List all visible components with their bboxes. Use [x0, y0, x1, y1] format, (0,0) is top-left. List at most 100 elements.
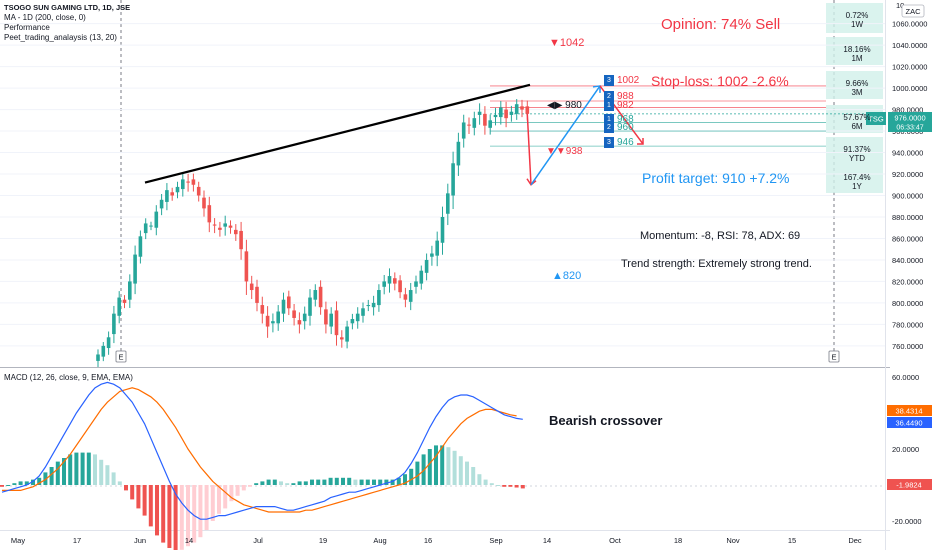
time-tick-label: Jun [134, 536, 146, 545]
candle-body [355, 313, 360, 322]
price-axis: 1060.0000 1040.0000 1020.0000 1000.0000 980.… [892, 20, 927, 351]
symbol-title[interactable]: TSOGO SUN GAMING LTD, 1D, JSE [4, 3, 131, 12]
level-box: 2 988 [604, 91, 634, 102]
price-tick-label: 980.0000 [892, 106, 923, 115]
level-box-label: 988 [617, 91, 634, 102]
candle-body [218, 227, 222, 230]
histogram-bar [272, 479, 277, 485]
current-price-tag: TSG 976.0000 06:33:47 [866, 112, 932, 132]
histogram-bar [365, 479, 370, 485]
histogram-bar [483, 479, 488, 485]
candle-body [472, 118, 477, 128]
candle-body [408, 290, 413, 302]
earnings-marker[interactable]: E [828, 350, 840, 363]
histogram-bar [155, 485, 159, 536]
performance-panel [826, 3, 883, 193]
earnings-marker[interactable]: E [115, 350, 127, 363]
histogram-bar [55, 461, 60, 485]
histogram-bar [124, 485, 128, 491]
histogram-bar [86, 452, 91, 485]
candle-body [302, 313, 307, 322]
performance-legend[interactable]: Performance [4, 23, 50, 32]
histogram-bar [62, 458, 66, 485]
histogram-bar [477, 474, 482, 485]
price-tick-label: 800.0000 [892, 299, 923, 308]
histogram-bar [130, 485, 135, 500]
time-tick-label: 19 [319, 536, 327, 545]
histogram-bar [396, 477, 401, 485]
histogram-bar [390, 479, 395, 485]
histogram-bar [347, 477, 352, 485]
histogram-bar [359, 479, 364, 485]
performance-period: 3M [851, 88, 863, 97]
histogram-bar [452, 450, 457, 485]
histogram-bar [148, 485, 153, 527]
candle-body [234, 229, 238, 235]
performance-pct: 9.66% [845, 79, 869, 88]
time-tick-label: Jul [253, 536, 263, 545]
histogram-bar [80, 452, 85, 485]
candle-body [504, 109, 508, 119]
macd-value: 36.4490 [895, 419, 922, 428]
time-tick-label: Nov [726, 536, 740, 545]
currency-badge[interactable]: ZAC [901, 4, 925, 18]
macd-legend[interactable]: MACD (12, 26, close, 9, EMA, EMA) [4, 373, 133, 382]
histogram-bar [142, 485, 147, 516]
histogram-bar [105, 465, 110, 485]
candle-body [382, 281, 386, 287]
candle-body [287, 296, 291, 309]
currency-label: ZAC [906, 7, 922, 16]
histogram-bar [68, 454, 73, 485]
histogram-bar [334, 477, 339, 485]
ma-legend[interactable]: MA - 1D (200, close, 0) [4, 13, 86, 22]
price-tick-label: 900.0000 [892, 192, 923, 201]
candle-body [292, 310, 296, 318]
candle-body [366, 305, 371, 307]
candle-body [271, 321, 275, 324]
histogram-bar [372, 479, 376, 485]
time-tick-label: May [11, 536, 25, 545]
price-tick-label: 760.0000 [892, 342, 923, 351]
histogram-bar [173, 485, 178, 550]
candle-body [249, 283, 254, 291]
macd-line [1, 381, 523, 520]
performance-cell: 91.37% YTD [832, 145, 882, 163]
level-box-label: 1002 [617, 75, 640, 86]
signal-value: 38.4314 [895, 407, 922, 416]
candle-body [170, 192, 174, 196]
time-axis: May 17 Jun 14 Jul 19 Aug 16 Sep 14 Oct 18 Nov 15 Dec [11, 536, 862, 545]
candle-body [228, 225, 233, 228]
macd-tick-label: 20.0000 [892, 445, 919, 454]
candle-body [387, 276, 392, 284]
candle-body [265, 315, 270, 327]
histogram-bar [403, 474, 407, 485]
current-price-value: 976.0000 [894, 114, 925, 123]
performance-period: 1W [851, 20, 863, 29]
candle-body [138, 236, 143, 257]
histogram-bar [496, 485, 500, 486]
performance-cell: 9.66% 3M [832, 79, 882, 97]
histogram-bar [514, 485, 519, 488]
sell-marker: ▼▼938 [546, 146, 583, 157]
candle-body [133, 254, 137, 284]
stop-loss-label: Stop-loss: 1002 -2.6% [651, 73, 789, 89]
price-tick-label: 940.0000 [892, 149, 923, 158]
histogram-bar [434, 445, 438, 485]
price-tick-label: 1060.0000 [892, 20, 927, 29]
level-box-number: 1 [604, 100, 614, 111]
time-tick-label: Sep [489, 536, 502, 545]
candle-body [430, 253, 434, 257]
projection-up-arrowhead [592, 85, 601, 93]
performance-pct: 91.37% [843, 145, 871, 154]
perf-bg-cell [826, 71, 883, 99]
candle-body [456, 141, 461, 166]
performance-period: YTD [849, 154, 865, 163]
macd-tick-label: -20.0000 [892, 517, 922, 526]
indicator-legend[interactable]: Peet_trading_analaysis (13, 20) [4, 33, 117, 42]
projection-up-line [530, 85, 601, 186]
signal-levels [490, 85, 885, 147]
histogram-bar [254, 483, 259, 485]
performance-pct: 167.4% [843, 173, 871, 182]
candle-body [260, 305, 265, 314]
